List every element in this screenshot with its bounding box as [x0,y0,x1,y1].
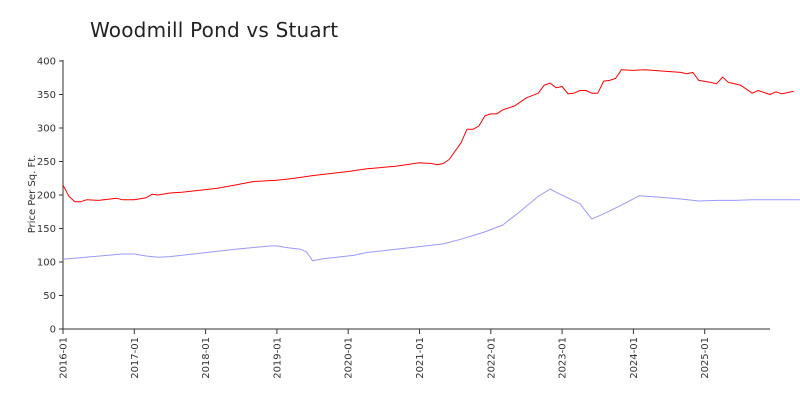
x-tick-label: 2023-01 [558,337,569,379]
x-tick-label: 2019-01 [272,337,283,379]
y-tick-label: 200 [37,191,56,202]
y-tick-label: 50 [43,291,56,302]
x-tick-label: 2017-01 [130,337,141,379]
y-ticks: 0 50 100 150 200 250 300 350 400 [37,57,63,336]
y-tick-label: 350 [37,90,56,101]
series-layer [62,69,800,262]
x-tick-label: 2025-01 [700,337,711,379]
series-line-1 [62,69,794,203]
axes [60,60,770,330]
y-tick-label: 250 [37,157,56,168]
y-tick-label: 100 [37,258,56,269]
series-line-2 [62,188,800,262]
y-tick-label: 150 [37,224,56,235]
y-axis-title: Price Per Sq. Ft. [27,155,38,234]
chart-title: Woodmill Pond vs Stuart [90,18,339,42]
x-tick-label: 2024-01 [629,337,640,379]
x-tick-label: 2021-01 [415,337,426,379]
y-tick-label: 300 [37,124,56,135]
y-tick-label: 400 [37,57,56,68]
x-tick-label: 2022-01 [486,337,497,379]
y-tick-label: 0 [50,325,56,336]
x-tick-label: 2020-01 [344,337,355,379]
x-tick-label: 2018-01 [201,337,212,379]
x-tick-label: 2016-01 [59,337,70,379]
x-ticks: 2016-01 2017-01 2018-01 2019-01 2020-01 2021-… [59,329,711,379]
